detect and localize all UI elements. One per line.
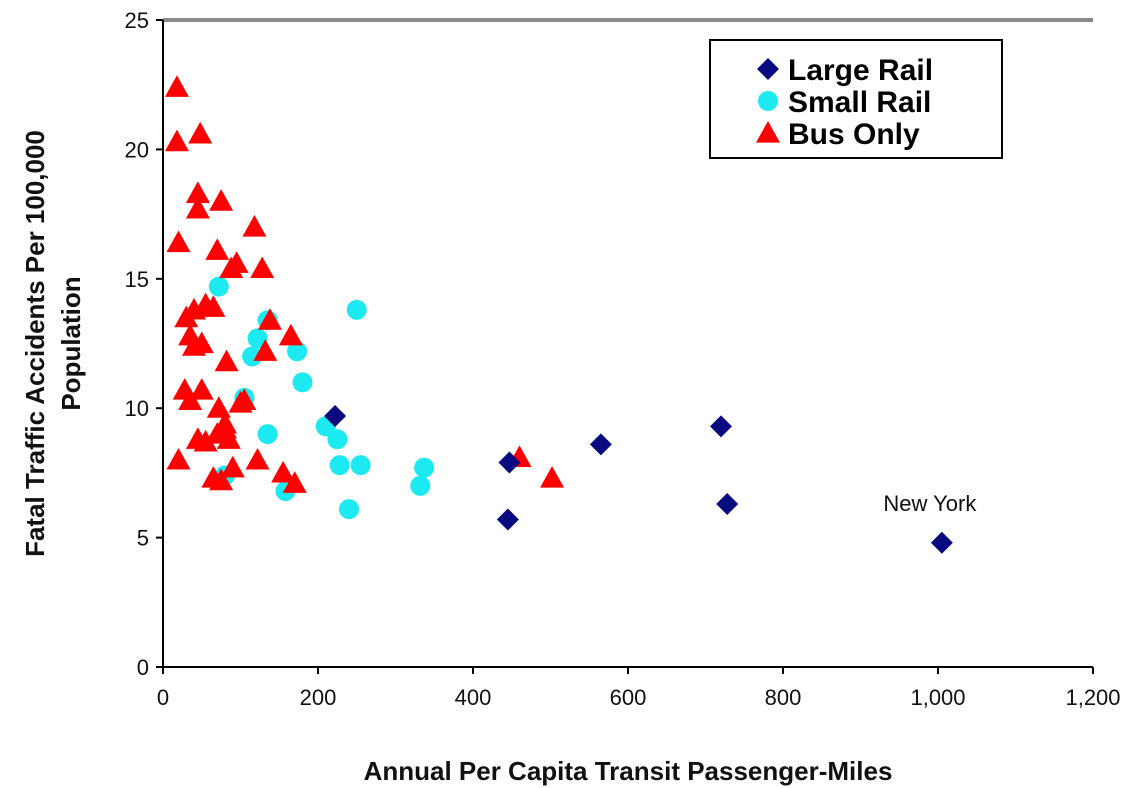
small-rail-point (242, 346, 263, 367)
small-rail-point (414, 457, 435, 478)
bus-only-point (209, 189, 234, 211)
bus-only-point (189, 331, 214, 354)
large-rail-point (498, 451, 521, 474)
x-axis-title: Annual Per Capita Transit Passenger-Mile… (364, 756, 893, 786)
large-rail-point (496, 508, 519, 531)
bus-only-point (185, 196, 210, 219)
bus-only-point (185, 181, 210, 203)
legend-small-rail-marker (758, 91, 778, 111)
small-rail-point (350, 455, 371, 476)
y-tick-label: 10 (125, 396, 149, 421)
small-rail-point (339, 499, 359, 520)
small-rail-point (208, 276, 229, 297)
bus-only-point (232, 388, 257, 411)
large-rail-point (324, 404, 347, 427)
y-tick-label: 5 (137, 526, 149, 551)
large-rail-point (930, 531, 953, 554)
chart-marks: New York (164, 75, 977, 554)
legend-small-rail-label: Small Rail (788, 86, 931, 119)
small-rail-point (327, 429, 348, 450)
small-rail-point (292, 372, 313, 393)
bus-only-point (540, 466, 565, 488)
bus-only-point (214, 349, 239, 372)
bus-only-point (245, 447, 270, 470)
y-tick-label: 15 (125, 267, 149, 292)
small-rail-point (257, 424, 278, 445)
bus-only-point (166, 230, 191, 253)
bus-only-point (205, 238, 230, 260)
bus-only-point (189, 378, 214, 400)
bus-only-point (219, 256, 244, 279)
bus-only-point (193, 429, 218, 452)
bus-only-point (278, 323, 303, 346)
x-tick-label: 200 (300, 685, 337, 710)
x-tick-label: 800 (765, 685, 802, 710)
bus-only-point (209, 468, 234, 491)
small-rail-point (410, 475, 431, 496)
y-axis-title-line-1: Fatal Traffic Accidents Per 100,000 (20, 130, 50, 557)
legend-bus-only-marker (756, 121, 780, 143)
small-rail-point (346, 299, 367, 320)
small-rail-point (287, 341, 308, 362)
bus-only-point (166, 447, 191, 470)
chart-axes: 0 5 10 15 20 25 0 200 400 600 800 1,000 1,200 (125, 8, 1121, 710)
x-tick-label: 1,200 (1065, 685, 1120, 710)
y-tick-label: 0 (137, 655, 149, 680)
bus-only-point (250, 256, 275, 279)
bus-only-point (164, 75, 189, 97)
large-rail-point (589, 433, 612, 456)
bus-only-point (242, 215, 267, 237)
large-rail-point (710, 415, 732, 438)
y-axis-title-line-2: Population (56, 276, 86, 410)
bus-only-point (201, 295, 226, 317)
x-tick-label: 1,000 (910, 685, 965, 710)
bus-only-point (253, 339, 278, 361)
bus-only-point (257, 308, 282, 330)
legend-large-rail-marker (757, 58, 779, 80)
x-tick-label: 600 (610, 685, 647, 710)
legend-large-rail-label: Large Rail (788, 54, 933, 87)
bus-only-point (164, 129, 189, 152)
small-rail-point (247, 328, 268, 349)
bus-only-point (282, 471, 307, 493)
annotation-label: New York (883, 491, 977, 516)
small-rail-point (329, 455, 350, 476)
bus-only-point (271, 460, 296, 483)
y-tick-label: 25 (125, 8, 149, 33)
x-tick-label: 400 (455, 685, 492, 710)
y-tick-label: 20 (125, 137, 149, 162)
bus-only-point (188, 121, 213, 144)
bus-only-point (220, 455, 245, 478)
large-rail-point (716, 492, 739, 515)
legend-bus-only-label: Bus Only (788, 118, 920, 151)
bus-only-point (216, 427, 241, 449)
x-tick-label: 0 (157, 685, 169, 710)
